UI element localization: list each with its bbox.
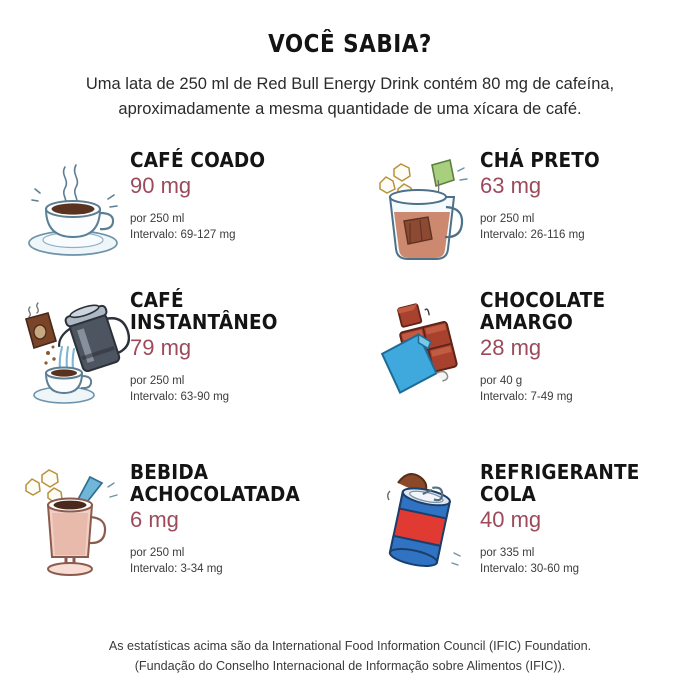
item-name: REFRIGERANTE COLA [480,459,640,506]
item-value: 79 mg [130,334,192,360]
item-refrigerante-cola: REFRIGERANTE COLA 40 mg por 335 ml Inter… [350,457,700,607]
item-value: 63 mg [480,172,542,198]
item-name: CHOCOLATE AMARGO [480,287,606,334]
item-value: 28 mg [480,334,542,360]
item-name: CAFÉ INSTANTÂNEO [130,287,278,334]
kettle-pour-icon [18,289,130,407]
item-serving: por 250 ml [130,546,185,559]
item-meta: por 40 g Intervalo: 7-49 mg [480,373,619,406]
item-serving: por 250 ml [480,212,535,225]
item-range: Intervalo: 7-49 mg [480,391,573,404]
item-serving: por 250 ml [130,374,185,387]
item-info: CHOCOLATE AMARGO 28 mg por 40 g Interval… [480,285,619,406]
item-serving: por 335 ml [480,546,535,559]
item-meta: por 250 ml Intervalo: 63-90 mg [130,373,294,406]
item-bebida-achocolatada: BEBIDA ACHOCOLATADA 6 mg por 250 ml Inte… [0,457,350,607]
item-name: CAFÉ COADO [130,147,266,172]
item-info: REFRIGERANTE COLA 40 mg por 335 ml Inter… [480,457,657,578]
item-value: 6 mg [130,506,179,532]
item-name: BEBIDA ACHOCOLATADA [130,459,300,506]
page-title: VOCÊ SABIA? [268,29,432,58]
coffee-cup-icon [18,149,130,267]
subtitle-line-1: Uma lata de 250 ml de Red Bull Energy Dr… [85,74,615,93]
item-value: 90 mg [130,172,192,198]
item-meta: por 250 ml Intervalo: 26-116 mg [480,211,613,244]
subtitle: Uma lata de 250 ml de Red Bull Energy Dr… [50,72,650,123]
item-range: Intervalo: 63-90 mg [130,391,230,404]
caffeine-items-grid: CAFÉ COADO 90 mg por 250 ml Intervalo: 6… [0,145,700,607]
footer-line-1: As estatísticas acima são da Internation… [108,638,592,653]
item-range: Intervalo: 69-127 mg [130,229,236,242]
chocolate-bar-icon [368,289,480,407]
item-value: 40 mg [480,506,542,532]
item-info: CAFÉ INSTANTÂNEO 79 mg por 250 ml Interv… [130,285,294,406]
item-serving: por 250 ml [130,212,185,225]
footer-line-2: (Fundação do Conselho Internacional de I… [134,658,566,673]
item-cha-preto: CHÁ PRETO 63 mg por 250 ml Intervalo: 26… [350,145,700,285]
item-cafe-coado: CAFÉ COADO 90 mg por 250 ml Intervalo: 6… [0,145,350,285]
item-info: CAFÉ COADO 90 mg por 250 ml Intervalo: 6… [130,145,280,244]
item-meta: por 335 ml Intervalo: 30-60 mg [480,545,657,578]
item-range: Intervalo: 30-60 mg [480,563,580,576]
footer-source-note: As estatísticas acima são da Internation… [0,636,700,700]
item-range: Intervalo: 26-116 mg [480,229,585,242]
hot-chocolate-mug-icon [18,461,130,579]
item-range: Intervalo: 3-34 mg [130,563,223,576]
item-name: CHÁ PRETO [480,147,600,172]
subtitle-line-2: aproximadamente a mesma quantidade de um… [118,100,582,119]
cola-can-icon [368,461,480,579]
tea-mug-icon [368,149,480,267]
item-chocolate-amargo: CHOCOLATE AMARGO 28 mg por 40 g Interval… [350,285,700,457]
header: VOCÊ SABIA? Uma lata de 250 ml de Red Bu… [0,0,700,123]
item-meta: por 250 ml Intervalo: 69-127 mg [130,211,280,244]
item-cafe-instantaneo: CAFÉ INSTANTÂNEO 79 mg por 250 ml Interv… [0,285,350,457]
item-meta: por 250 ml Intervalo: 3-34 mg [130,545,319,578]
item-info: BEBIDA ACHOCOLATADA 6 mg por 250 ml Inte… [130,457,319,578]
item-info: CHÁ PRETO 63 mg por 250 ml Intervalo: 26… [480,145,613,244]
item-serving: por 40 g [480,374,523,387]
